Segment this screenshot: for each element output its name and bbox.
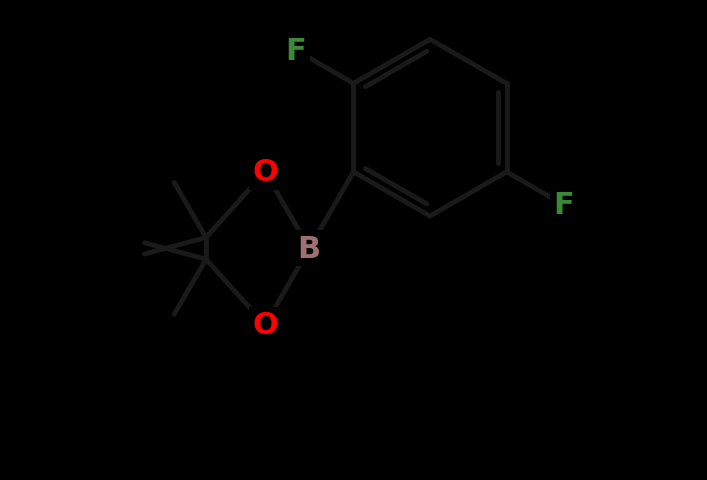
Text: O: O xyxy=(252,311,278,340)
Text: F: F xyxy=(554,191,574,220)
Text: B: B xyxy=(298,234,321,264)
Text: F: F xyxy=(286,36,306,66)
Text: O: O xyxy=(252,158,278,187)
